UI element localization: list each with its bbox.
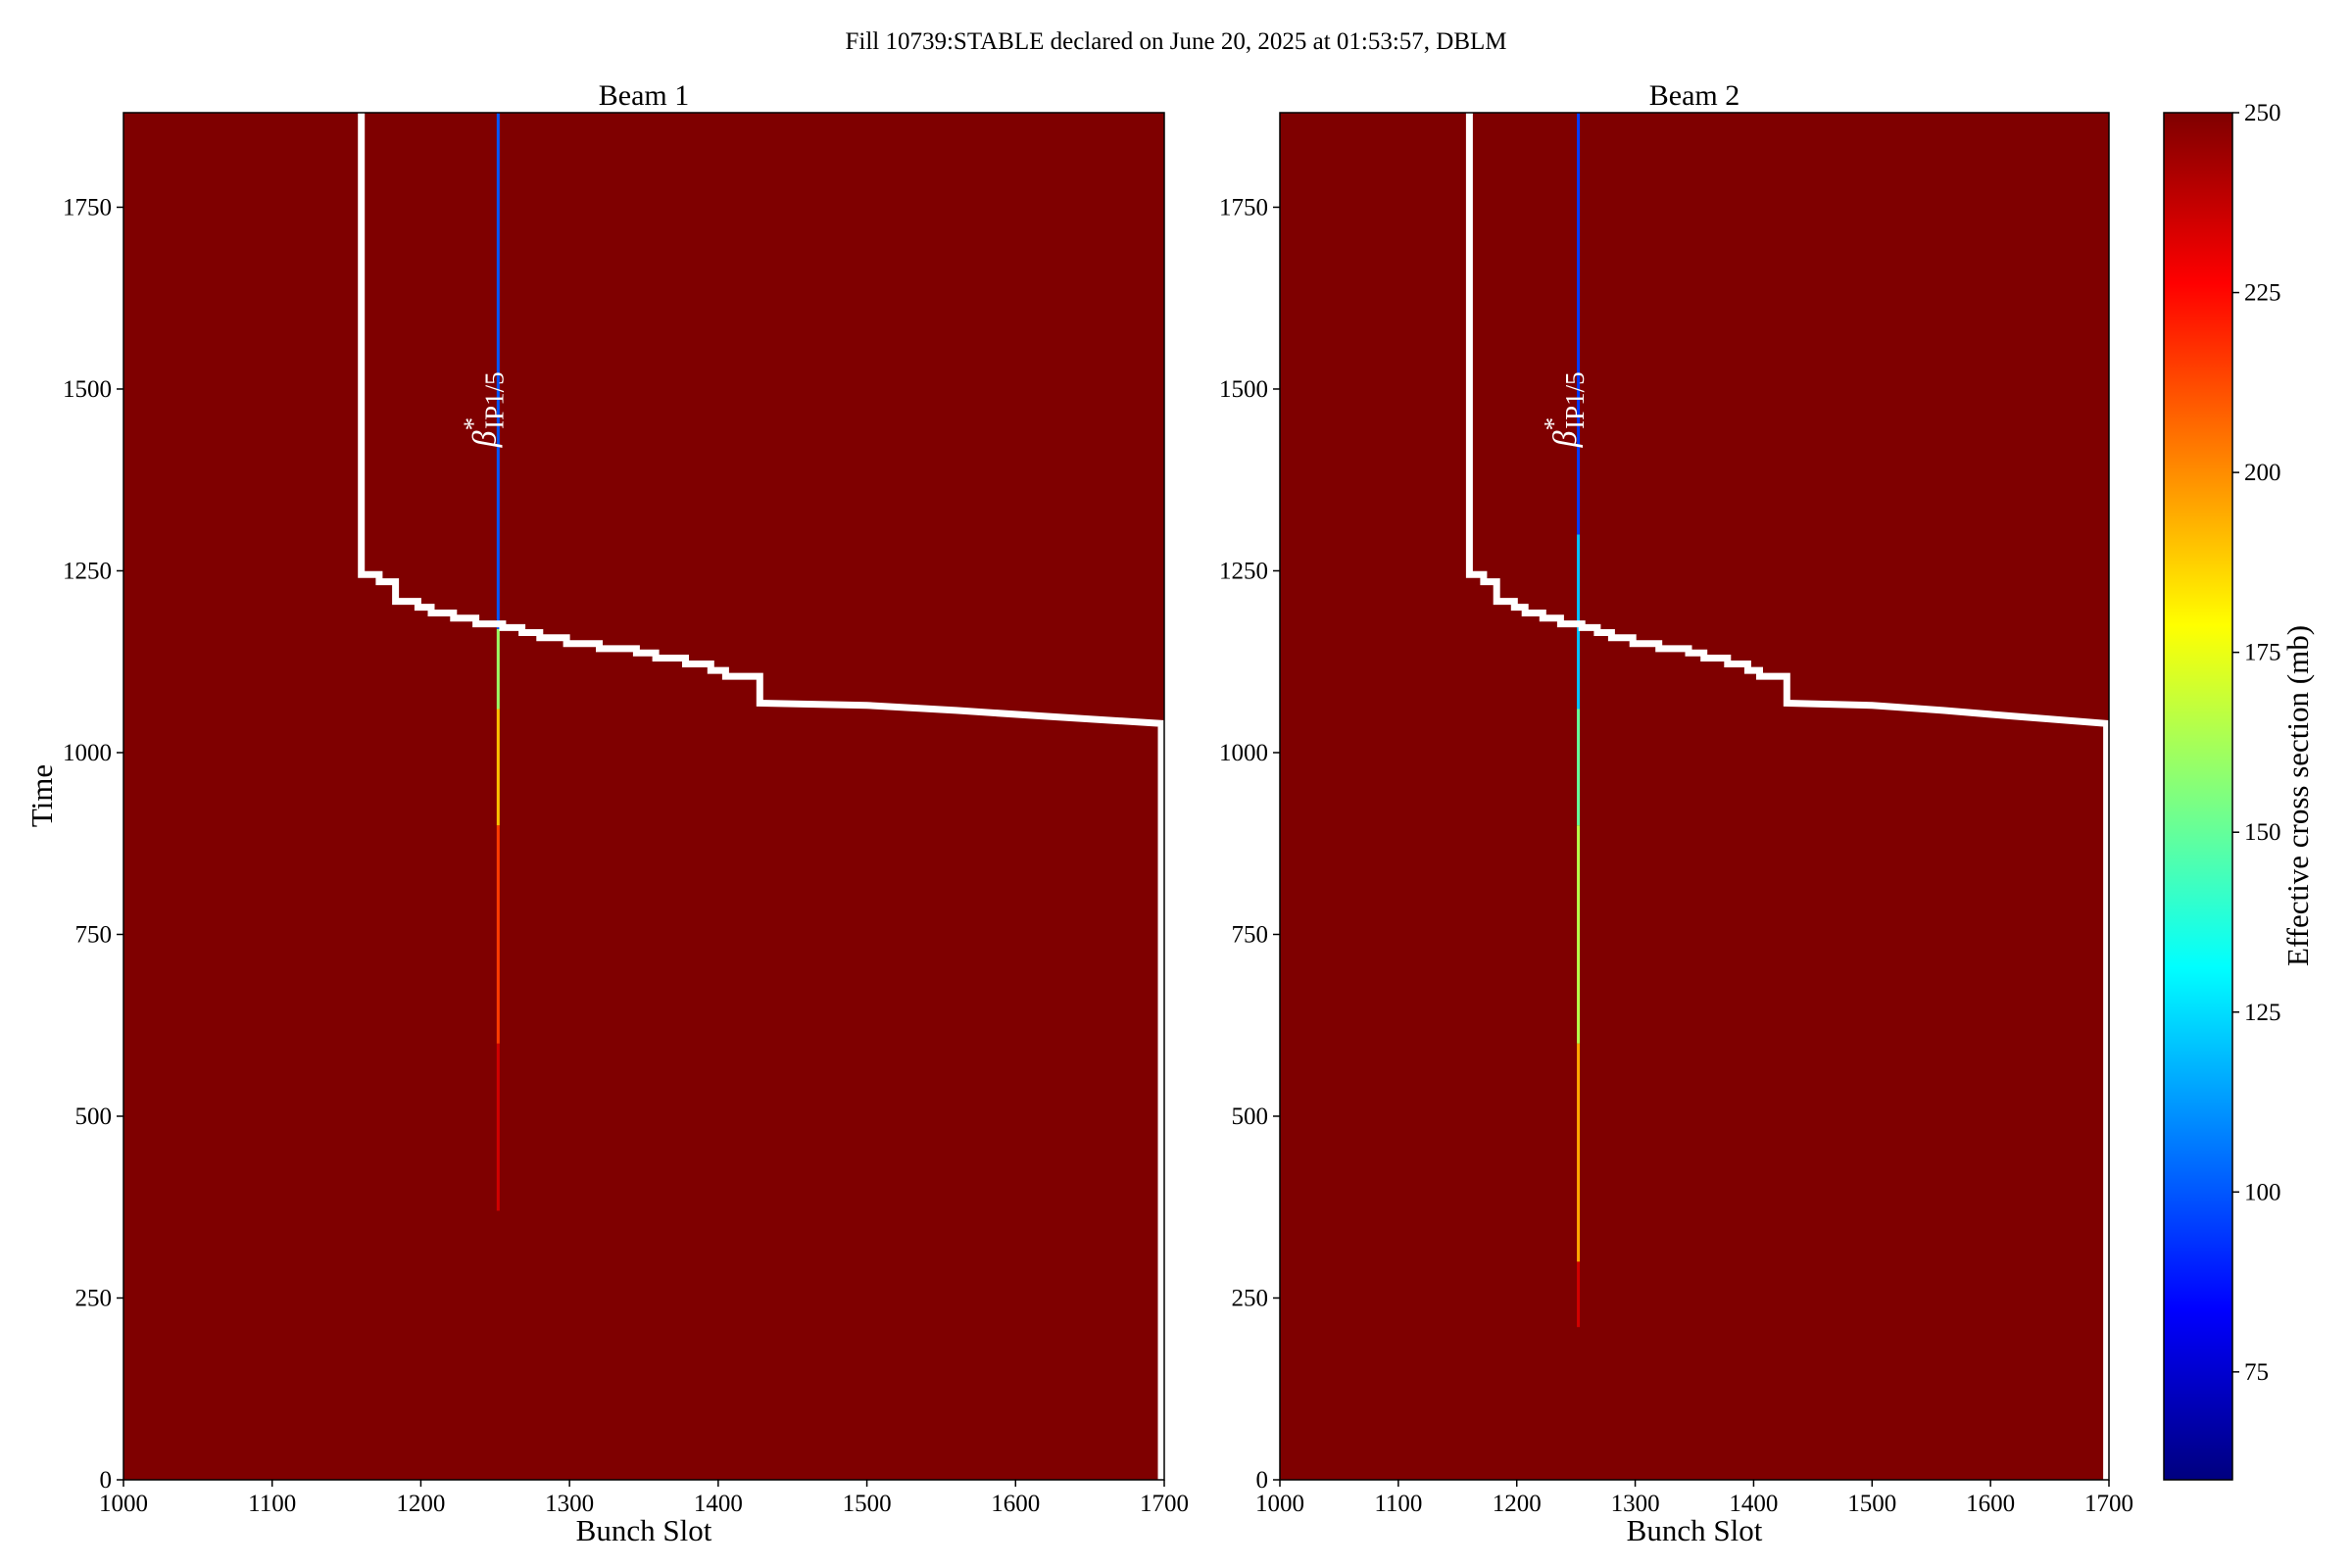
x-tick-label: 1300: [545, 1491, 594, 1517]
colorbar-tick-label: 200: [2244, 460, 2281, 486]
colorbar: 75 100 125 150 175 200 225 250 Effective cross …: [2163, 100, 2315, 1481]
hot-column-segment: [1577, 1043, 1581, 1262]
x-ticks: 1000 1100 1200 1300 1400 1500 1600 1700: [1255, 1480, 2133, 1517]
heatmap-background: [1280, 113, 2109, 1480]
x-tick-label: 1700: [2084, 1491, 2133, 1517]
x-tick-label: 1600: [991, 1491, 1040, 1517]
step-line: [358, 113, 1165, 1480]
x-tick-label: 1200: [1493, 1491, 1542, 1517]
beta-star-label: β*IP1/5: [1539, 371, 1590, 448]
y-tick-label: 1750: [63, 194, 112, 220]
colorbar-tick-label: 175: [2244, 640, 2281, 666]
y-tick-label: 1250: [63, 558, 112, 584]
beta-star-annotation: β*IP1/5: [458, 371, 509, 448]
beta-star-annotation: β*IP1/5: [1539, 371, 1590, 448]
hot-column: [1577, 113, 1581, 1328]
x-axis-label: Bunch Slot: [1627, 1513, 1763, 1547]
hot-column-segment: [496, 1043, 500, 1211]
y-tick-label: 750: [75, 921, 113, 948]
y-tick-label: 1250: [1219, 558, 1268, 584]
y-tick-label: 0: [1256, 1467, 1269, 1494]
y-tick-label: 1000: [63, 740, 112, 766]
colorbar-tick-label: 225: [2244, 280, 2281, 307]
hot-column-segment: [496, 709, 500, 826]
colorbar-ticks: 75 100 125 150 175 200 225 250: [2232, 100, 2281, 1386]
figure-suptitle: Fill 10739:STABLE declared on June 20, 2…: [845, 28, 1506, 55]
y-axis-label: Time: [24, 764, 59, 827]
y-tick-label: 1750: [1219, 194, 1268, 220]
x-axis-label: Bunch Slot: [576, 1513, 712, 1547]
axes-frame: [1279, 112, 2110, 1481]
x-tick-label: 1400: [1729, 1491, 1778, 1517]
hot-column-segment: [496, 825, 500, 1044]
panel-title: Beam 1: [599, 79, 689, 112]
y-tick-label: 250: [75, 1285, 113, 1311]
heatmap-background: [123, 113, 1164, 1480]
colorbar-gradient: [2164, 113, 2232, 1480]
hot-column-segment: [1577, 825, 1581, 1044]
hot-column-segment: [496, 113, 500, 629]
axes-frame: [122, 112, 1165, 1481]
panel-beam-2: 1000 1100 1200 1300 1400 1500 1600 1700 0 250 500…: [1219, 79, 2133, 1547]
x-ticks: 1000 1100 1200 1300 1400 1500 1600 1700: [99, 1480, 1189, 1517]
x-tick-label: 1600: [1966, 1491, 2015, 1517]
x-tick-label: 1100: [1374, 1491, 1422, 1517]
y-tick-label: 250: [1232, 1285, 1269, 1311]
step-line: [1465, 113, 2111, 1480]
x-tick-label: 1500: [1847, 1491, 1896, 1517]
y-tick-label: 750: [1232, 921, 1269, 948]
colorbar-tick-label: 100: [2244, 1179, 2281, 1205]
hot-column-segment: [1577, 1261, 1581, 1328]
colorbar-label: Effective cross section (mb): [2280, 625, 2315, 966]
panel-title: Beam 2: [1649, 79, 1740, 112]
y-tick-label: 500: [1232, 1103, 1269, 1130]
y-tick-label: 1500: [1219, 376, 1268, 403]
beta-star-label: β*IP1/5: [458, 371, 509, 448]
x-tick-label: 1100: [248, 1491, 296, 1517]
y-tick-label: 500: [75, 1103, 113, 1130]
x-tick-label: 1200: [396, 1491, 445, 1517]
y-ticks: 0 250 500 750 1000 1250 1500 1750: [1219, 194, 1280, 1494]
x-tick-label: 1400: [694, 1491, 743, 1517]
colorbar-tick-label: 125: [2244, 1000, 2281, 1026]
x-tick-label: 1300: [1611, 1491, 1660, 1517]
x-tick-label: 1700: [1140, 1491, 1189, 1517]
y-tick-label: 1500: [63, 376, 112, 403]
x-tick-label: 1500: [843, 1491, 892, 1517]
hot-column-segment: [1577, 113, 1581, 535]
panel-beam-1: 1000 1100 1200 1300 1400 1500 1600 1700 0 250 500…: [24, 79, 1189, 1547]
colorbar-tick-label: 250: [2244, 100, 2281, 126]
y-tick-label: 0: [100, 1467, 113, 1494]
y-tick-label: 1000: [1219, 740, 1268, 766]
colorbar-tick-label: 150: [2244, 819, 2281, 846]
colorbar-frame: [2163, 112, 2233, 1481]
hot-column-segment: [496, 628, 500, 710]
y-ticks: 0 250 500 750 1000 1250 1500 1750: [63, 194, 123, 1494]
x-tick-label: 1000: [1255, 1491, 1304, 1517]
hot-column-segment: [1577, 709, 1581, 826]
colorbar-tick-label: 75: [2244, 1359, 2269, 1386]
x-tick-label: 1000: [99, 1491, 148, 1517]
hot-column: [496, 113, 500, 1211]
